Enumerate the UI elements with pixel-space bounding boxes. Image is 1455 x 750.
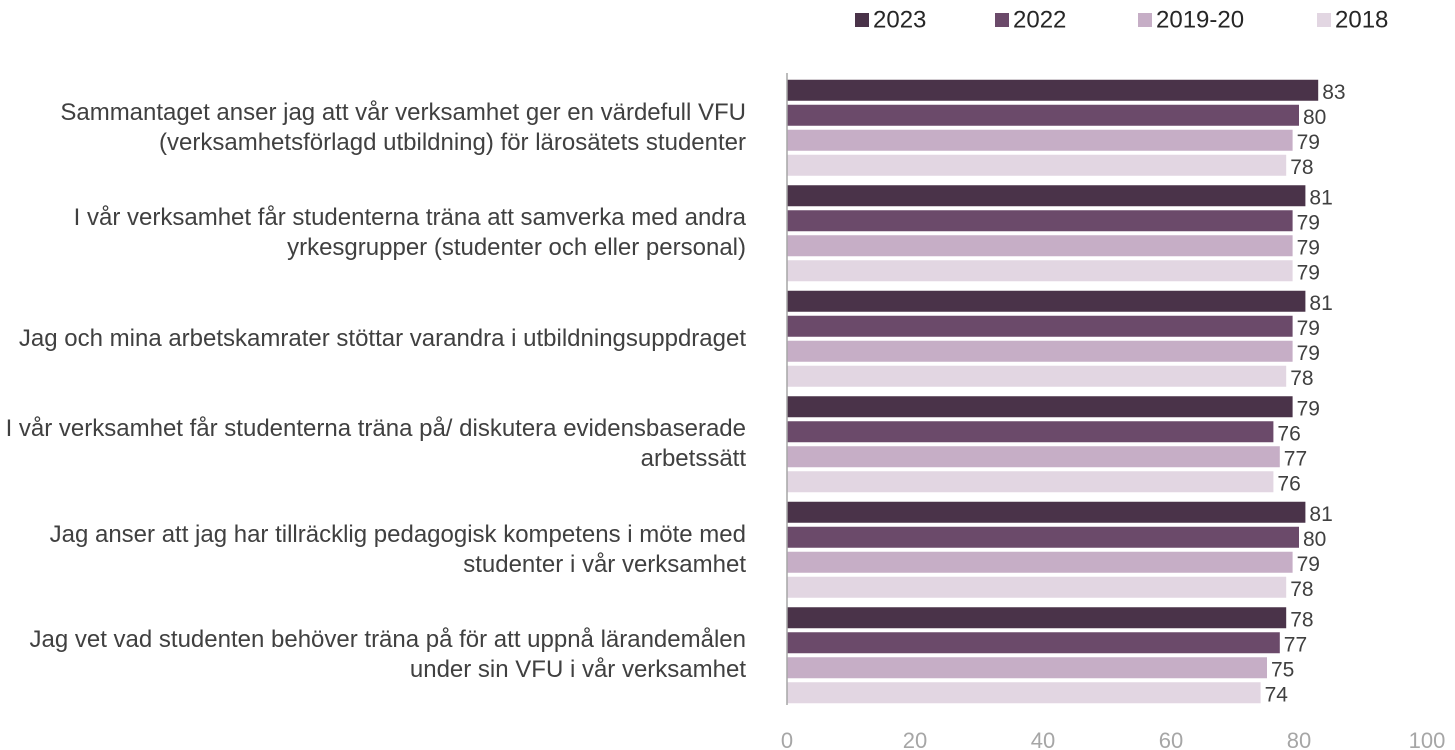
value-label: 81 <box>1309 503 1332 526</box>
bar <box>787 576 1287 598</box>
bar <box>787 365 1287 387</box>
bar <box>787 340 1293 362</box>
value-label: 80 <box>1303 528 1326 551</box>
bar <box>787 290 1306 312</box>
bar <box>787 501 1306 523</box>
x-tick-label: 60 <box>1159 728 1183 750</box>
value-label: 77 <box>1284 633 1307 656</box>
value-label: 79 <box>1297 211 1320 234</box>
legend-swatch <box>995 13 1009 27</box>
bar <box>787 657 1267 679</box>
category-label: Jag vet vad studenten behöver träna på f… <box>29 626 747 684</box>
legend-swatch <box>855 13 869 27</box>
value-label: 79 <box>1297 236 1320 259</box>
bar <box>787 260 1293 282</box>
value-label: 76 <box>1277 472 1300 495</box>
bar <box>787 682 1261 704</box>
bar <box>787 446 1280 468</box>
bar <box>787 210 1293 232</box>
value-label: 79 <box>1297 397 1320 420</box>
value-label: 76 <box>1277 422 1300 445</box>
legend-label: 2018 <box>1335 6 1388 33</box>
bar <box>787 235 1293 257</box>
bar <box>787 104 1299 126</box>
x-tick-label: 100 <box>1409 728 1446 750</box>
bar <box>787 129 1293 151</box>
bar <box>787 551 1293 573</box>
value-label: 74 <box>1265 683 1289 706</box>
value-label: 79 <box>1297 342 1320 365</box>
bar <box>787 154 1287 176</box>
legend-label: 2023 <box>873 6 926 33</box>
x-tick-label: 20 <box>903 728 927 750</box>
bar <box>787 315 1293 337</box>
bar <box>787 421 1274 443</box>
value-label: 75 <box>1271 658 1294 681</box>
legend-label: 2022 <box>1013 6 1066 33</box>
value-label: 78 <box>1290 156 1313 179</box>
bar <box>787 526 1299 548</box>
bar <box>787 607 1287 629</box>
value-label: 79 <box>1297 131 1320 154</box>
bar <box>787 396 1293 418</box>
value-label: 78 <box>1290 367 1313 390</box>
legend-swatch <box>1138 13 1152 27</box>
value-label: 80 <box>1303 106 1326 129</box>
bar <box>787 471 1274 493</box>
legend-swatch <box>1317 13 1331 27</box>
category-label: I vår verksamhet får studenterna träna p… <box>5 415 746 473</box>
bar <box>787 79 1319 101</box>
category-label: I vår verksamhet får studenterna träna a… <box>73 204 746 262</box>
value-label: 79 <box>1297 261 1320 284</box>
category-label: Jag anser att jag har tillräcklig pedago… <box>49 520 746 578</box>
value-label: 81 <box>1309 292 1332 315</box>
x-tick-label: 40 <box>1031 728 1055 750</box>
legend-label: 2019-20 <box>1156 6 1244 33</box>
x-tick-label: 80 <box>1287 728 1311 750</box>
value-label: 81 <box>1309 186 1332 209</box>
bar <box>787 185 1306 207</box>
category-label: Sammantaget anser jag att vår verksamhet… <box>60 98 746 156</box>
value-label: 79 <box>1297 317 1320 340</box>
bar <box>787 632 1280 654</box>
value-label: 83 <box>1322 81 1345 104</box>
value-label: 77 <box>1284 447 1307 470</box>
value-label: 79 <box>1297 553 1320 576</box>
category-label: Jag och mina arbetskamrater stöttar vara… <box>18 324 746 352</box>
value-label: 78 <box>1290 608 1313 631</box>
value-label: 78 <box>1290 578 1313 601</box>
x-tick-label: 0 <box>781 728 793 750</box>
